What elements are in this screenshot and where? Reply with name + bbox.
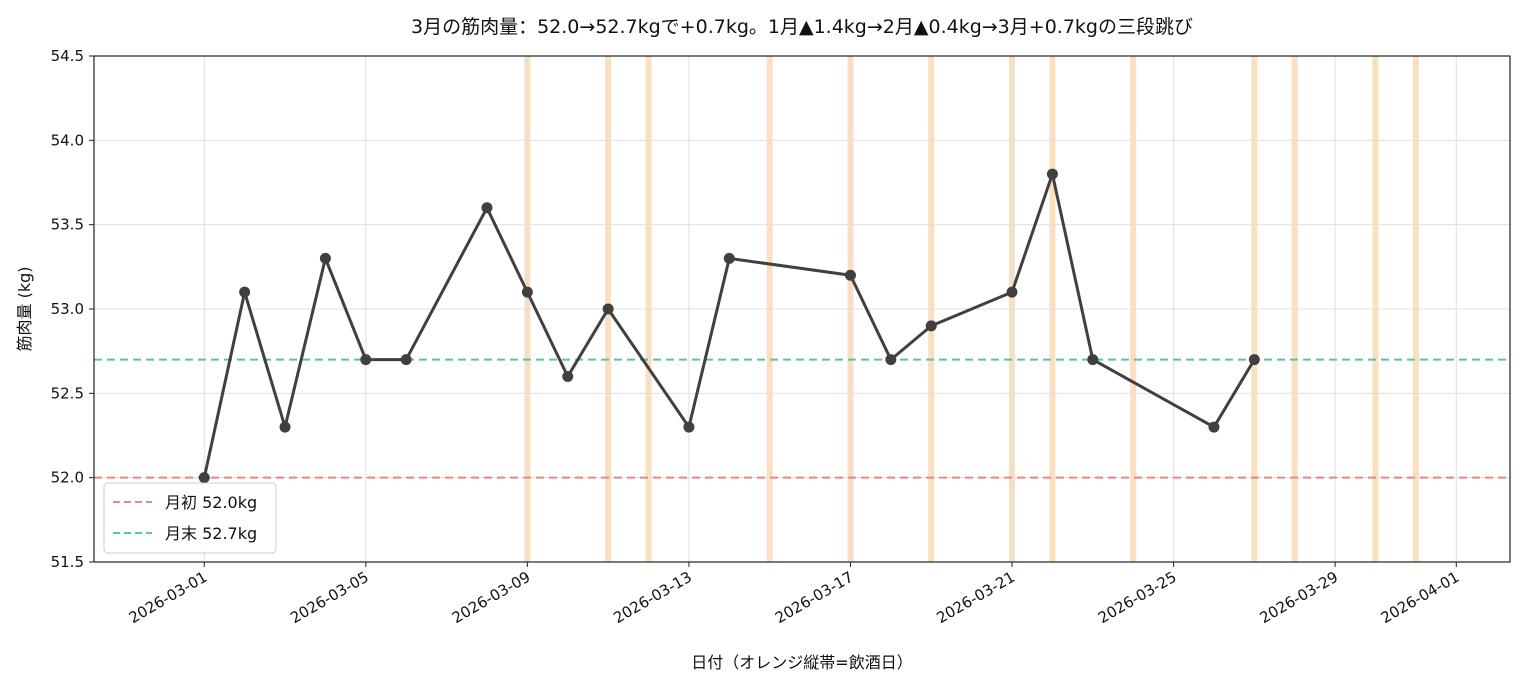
y-tick-label: 52.5 bbox=[51, 384, 84, 402]
y-ticks: 51.5 52.0 52.5 53.0 53.5 54.0 54.5 bbox=[51, 47, 94, 571]
chart-title: 3月の筋肉量：52.0→52.7kgで+0.7kg。1月▲1.4kg→2月▲0.… bbox=[411, 16, 1193, 38]
y-tick-label: 53.0 bbox=[51, 300, 84, 318]
y-tick-label: 54.0 bbox=[51, 131, 84, 149]
y-tick-label: 51.5 bbox=[51, 553, 84, 571]
x-tick-label: 2026-03-05 bbox=[287, 568, 372, 627]
y-tick-label: 53.5 bbox=[51, 216, 84, 234]
data-point bbox=[400, 354, 412, 366]
x-tick-label: 2026-03-09 bbox=[449, 568, 534, 627]
x-tick-label: 2026-03-21 bbox=[934, 568, 1019, 627]
data-point bbox=[360, 354, 372, 366]
data-point bbox=[1208, 421, 1220, 433]
data-point bbox=[562, 370, 574, 382]
x-tick-label: 2026-03-17 bbox=[772, 568, 857, 627]
data-point bbox=[1087, 354, 1099, 366]
x-axis-label: 日付（オレンジ縦帯=飲酒日） bbox=[691, 653, 912, 672]
legend-label-start: 月初 52.0kg bbox=[165, 493, 257, 512]
data-point bbox=[1046, 168, 1058, 180]
y-tick-label: 54.5 bbox=[51, 47, 84, 65]
data-point bbox=[844, 269, 856, 281]
data-point bbox=[723, 252, 735, 264]
data-point bbox=[1006, 286, 1018, 298]
y-axis-label: 筋肉量 (kg) bbox=[15, 267, 34, 352]
x-tick-label: 2026-03-25 bbox=[1095, 568, 1180, 627]
data-point bbox=[239, 286, 251, 298]
data-point bbox=[521, 286, 533, 298]
data-point bbox=[198, 472, 210, 484]
x-tick-label: 2026-03-29 bbox=[1257, 568, 1342, 627]
y-tick-label: 52.0 bbox=[51, 469, 84, 487]
x-tick-label: 2026-03-13 bbox=[610, 568, 695, 627]
x-tick-label: 2026-03-01 bbox=[126, 568, 211, 627]
data-point bbox=[319, 252, 331, 264]
legend: 月初 52.0kg 月末 52.7kg bbox=[103, 482, 277, 554]
legend-box bbox=[103, 482, 277, 554]
data-point bbox=[602, 303, 614, 315]
data-point bbox=[925, 320, 937, 332]
legend-label-end: 月末 52.7kg bbox=[165, 524, 257, 543]
data-point bbox=[683, 421, 695, 433]
reference-lines bbox=[94, 358, 1510, 479]
data-point bbox=[481, 202, 493, 214]
x-ticks: 2026-03-01 2026-03-05 2026-03-09 2026-03-13… bbox=[126, 562, 1463, 627]
data-point bbox=[885, 354, 897, 366]
series bbox=[198, 168, 1260, 484]
series-line bbox=[202, 172, 1256, 478]
data-point bbox=[1248, 354, 1260, 366]
data-point bbox=[279, 421, 291, 433]
x-tick-label: 2026-04-01 bbox=[1378, 568, 1463, 627]
